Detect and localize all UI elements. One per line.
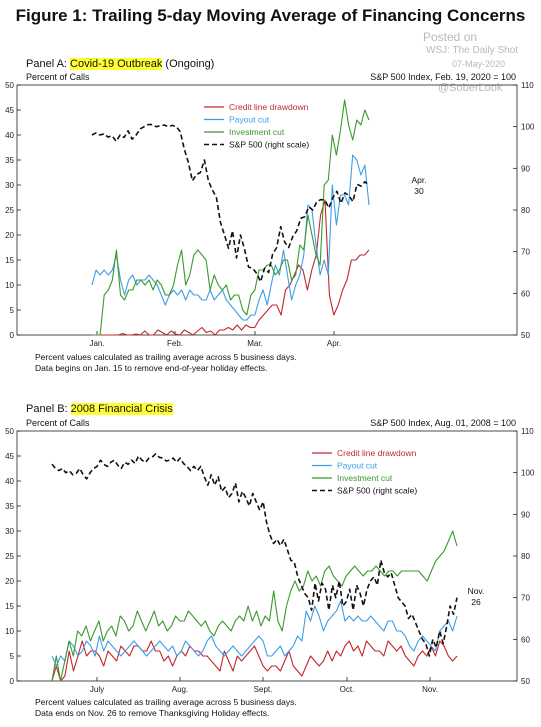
panel-a-left-tick-label: 40 [5,131,14,140]
panel-a-label-suffix: (Ongoing) [162,58,215,70]
panel-a-left-tick-label: 5 [10,306,15,315]
watermark-date: 07-May-2020 [452,59,506,69]
panel-b-left-tick-label: 50 [5,427,14,436]
panel-b-right-tick-label: 100 [521,469,535,478]
panel-a-series-sp500-line [91,123,370,283]
panel-a-right-tick-label: 110 [521,81,534,90]
panel-a-left-axis-label: Percent of Calls [26,72,90,82]
panel-b-label-highlight: 2008 Financial Crisis [70,403,173,415]
panel-b-left-tick-label: 35 [5,502,14,511]
panel-a-annotation-line-2: 30 [414,186,424,196]
figure-title: Figure 1: Trailing 5-day Moving Average … [15,6,526,25]
panel-b-legend-label-invest: Investment cut [337,473,393,483]
panel-a-right-axis-label: S&P 500 Index, Feb. 19, 2020 = 100 [370,72,516,82]
panel-a-left-tick-label: 30 [5,181,14,190]
panel-b-note-2: Data ends on Nov. 26 to remove Thanksgiv… [35,708,270,718]
panel-a-label-highlight: Covid-19 Outbreak [70,58,163,70]
panel-b-x-tick-label: Nov. [422,685,438,694]
panel-a-right-tick-label: 90 [521,164,530,173]
panel-b-label: Panel B: 2008 Financial Crisis [26,403,173,415]
panel-b-series-payout-line [51,600,458,667]
panel-b-right-tick-label: 70 [521,594,530,603]
panel-b-right-tick-label: 50 [521,677,530,686]
panel-b-left-tick-label: 25 [5,552,14,561]
panel-b-right-axis-label: S&P 500 Index, Aug. 01, 2008 = 100 [370,418,516,428]
panel-b-legend-label-sp500: S&P 500 (right scale) [337,486,417,496]
panel-b-left-tick-label: 15 [5,602,14,611]
panel-a-legend-label-payout: Payout cut [229,115,270,125]
panel-b-left-tick-label: 0 [10,677,15,686]
panel-a-right-tick-label: 50 [521,331,530,340]
panel-a-legend-label-credit: Credit line drawdown [229,102,309,112]
panel-a-series-payout-line [91,154,370,321]
panel-a-x-tick-label: Jan. [89,339,104,348]
panel-b-right-tick-label: 90 [521,510,530,519]
panel-a-right-tick-label: 70 [521,248,530,257]
panel-b-annotation-line-1: Nov. [468,586,485,596]
panel-a-right-tick-label: 60 [521,289,530,298]
watermark-posted: Posted on [423,30,478,44]
panel-a-note-2: Data begins on Jan. 15 to remove end-of-… [35,363,268,373]
panel-a-x-tick-label: Feb. [167,339,183,348]
panel-b-right-tick-label: 110 [521,427,534,436]
panel-a-left-tick-label: 10 [5,281,14,290]
panel-b-label-prefix: Panel B: [26,403,71,415]
panel-a-series-credit-line [92,199,370,336]
panel-a-series-invest-line [92,99,370,336]
panel-b-left-tick-label: 40 [5,477,14,486]
panel-b-series-invest-line [51,530,458,682]
panel-a-note-1: Percent values calculated as trailing av… [35,352,297,362]
panel-a-left-tick-label: 25 [5,206,14,215]
panel-b-right-tick-label: 60 [521,635,530,644]
panel-b-left-tick-label: 5 [10,652,15,661]
panel-b-right-tick-label: 80 [521,552,530,561]
panel-b-left-axis-label: Percent of Calls [26,418,90,428]
panel-a-label: Panel A: Covid-19 Outbreak (Ongoing) [26,58,214,70]
panel-b-left-tick-label: 30 [5,527,14,536]
panel-a-right-tick-label: 100 [521,123,535,132]
panel-a-left-tick-label: 20 [5,231,14,240]
panel-b-left-tick-label: 20 [5,577,14,586]
panel-b-left-tick-label: 10 [5,627,14,636]
panel-a-left-tick-label: 35 [5,156,14,165]
panel-b-left-tick-label: 45 [5,452,14,461]
panel-a-left-tick-label: 50 [5,81,14,90]
panel-b-x-tick-label: Aug. [172,685,188,694]
panel-a-annotation-line-1: Apr. [411,175,426,185]
panel-b-series-credit-line [51,640,458,682]
panel-b-note-1: Percent values calculated as trailing av… [35,697,297,707]
panel-a-left-tick-label: 0 [10,331,15,340]
panel-a-legend-label-invest: Investment cut [229,127,285,137]
panel-b-annotation-line-2: 26 [471,597,481,607]
panel-b-legend-label-payout: Payout cut [337,461,378,471]
panel-a-left-tick-label: 45 [5,106,14,115]
panel-a-label-prefix: Panel A: [26,58,71,70]
panel-a-legend-label-sp500: S&P 500 (right scale) [229,140,309,150]
panel-a-left-tick-label: 15 [5,256,14,265]
panel-b-series-sp500-line [51,453,458,657]
watermark-source: WSJ: The Daily Shot [426,45,519,56]
panel-a-x-tick-label: Apr. [327,339,341,348]
panel-b-legend-label-credit: Credit line drawdown [337,448,417,458]
panel-a-right-tick-label: 80 [521,206,530,215]
panel-b-x-tick-label: Oct. [340,685,355,694]
panel-b-x-tick-label: Sept. [254,685,273,694]
panel-b-x-tick-label: July [90,685,104,694]
panel-a-x-tick-label: Mar. [247,339,263,348]
